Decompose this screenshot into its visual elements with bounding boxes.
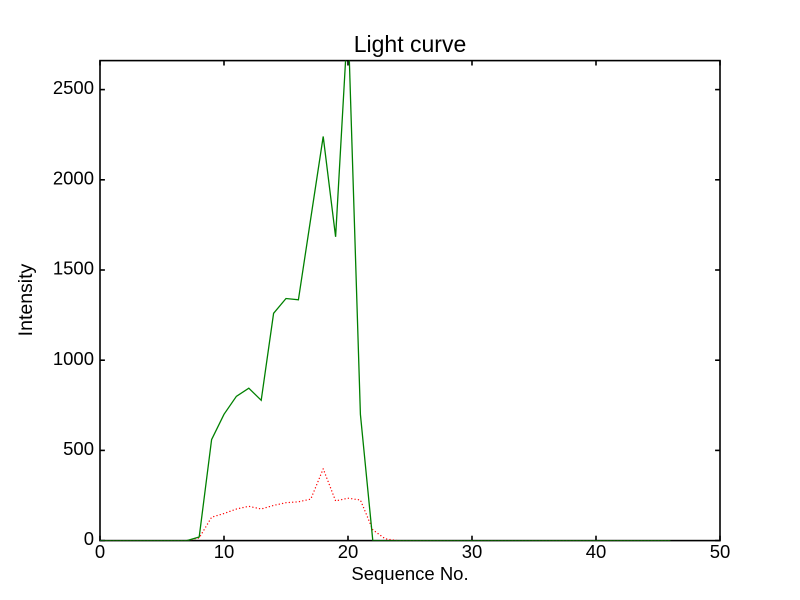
svg-text:2500: 2500 <box>53 77 94 98</box>
svg-text:10: 10 <box>214 541 235 562</box>
svg-text:1000: 1000 <box>53 348 94 369</box>
svg-text:500: 500 <box>63 438 94 459</box>
svg-text:2000: 2000 <box>53 167 94 188</box>
svg-text:1500: 1500 <box>53 258 94 279</box>
svg-text:0: 0 <box>84 528 94 549</box>
svg-text:Sequence No.: Sequence No. <box>351 563 468 584</box>
svg-text:Intensity: Intensity <box>15 263 37 336</box>
svg-text:50: 50 <box>710 541 731 562</box>
svg-text:40: 40 <box>586 541 607 562</box>
svg-text:20: 20 <box>338 541 359 562</box>
svg-text:30: 30 <box>462 541 483 562</box>
svg-text:0: 0 <box>95 541 105 562</box>
svg-text:Light curve: Light curve <box>354 31 467 57</box>
